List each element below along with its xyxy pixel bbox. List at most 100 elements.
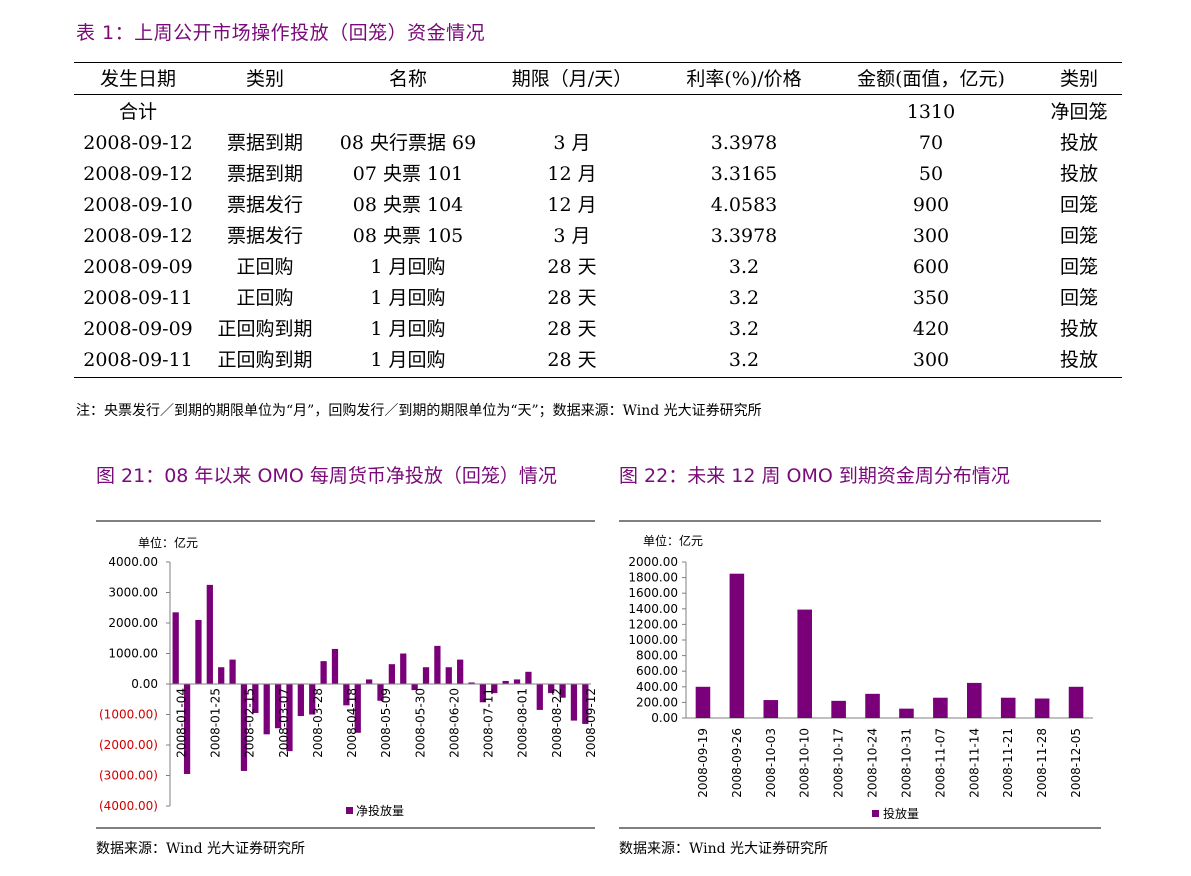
table-cell: 28 天 <box>547 287 597 309</box>
bar <box>831 700 846 718</box>
bar <box>388 664 396 684</box>
bar <box>309 684 316 715</box>
table-cell: 08 央票 105 <box>352 225 464 247</box>
table-cell: 正回购 <box>236 287 294 309</box>
bar <box>729 573 745 718</box>
table-cell: 2008-09-11 <box>83 349 193 371</box>
x-tick-label: 2008-03-07 <box>277 688 291 758</box>
table-cell: 正回购到期 <box>217 349 313 371</box>
y-tick-label: 600.00 <box>636 664 678 678</box>
table-cell: 3 月 <box>553 225 591 247</box>
bar <box>445 667 452 684</box>
bar <box>354 684 361 733</box>
table-cell: 票据发行 <box>226 225 304 247</box>
y-tick-label: (1000.00) <box>99 708 158 722</box>
y-tick-label: 400.00 <box>636 680 678 694</box>
bar <box>933 697 948 718</box>
bar <box>513 679 521 684</box>
table-total-type: 净回笼 <box>1050 101 1108 123</box>
bar <box>263 684 270 735</box>
bar <box>1068 686 1084 718</box>
table-cell: 08 央行票据 69 <box>339 132 477 154</box>
x-tick-label: 2008-05-09 <box>379 688 393 758</box>
table-cell: 1 月回购 <box>370 256 446 278</box>
unit-label: 单位：亿元 <box>138 535 198 550</box>
x-tick-label: 2008-11-07 <box>933 728 947 798</box>
bar <box>763 700 779 718</box>
bar <box>422 667 430 684</box>
table-cell: 回笼 <box>1059 287 1099 309</box>
y-tick-label: 200.00 <box>636 695 678 709</box>
bar <box>377 684 384 701</box>
table-cell: 3.3978 <box>710 132 778 154</box>
bar <box>343 684 350 706</box>
table-total-amount: 1310 <box>906 101 956 123</box>
table-cell: 3.2 <box>728 287 760 309</box>
x-tick-label: 2008-09-26 <box>730 728 744 798</box>
bar <box>559 684 566 698</box>
table-cell: 07 央票 101 <box>352 163 464 185</box>
y-tick-label: (4000.00) <box>99 799 158 813</box>
table-cell: 3.3165 <box>710 163 778 185</box>
bar <box>195 619 202 684</box>
table-cell: 3 月 <box>553 132 591 154</box>
legend-swatch <box>346 807 353 814</box>
y-tick-label: 2000.00 <box>108 616 158 630</box>
table-header-cell: 利率(%)/价格 <box>686 68 802 90</box>
table-cell: 2008-09-10 <box>83 194 193 216</box>
bar <box>1034 698 1050 718</box>
y-tick-label: 0.00 <box>131 677 158 691</box>
bar <box>1000 697 1016 718</box>
y-tick-label: 800.00 <box>636 649 678 663</box>
x-tick-label: 2008-01-04 <box>174 688 188 758</box>
bar <box>865 693 880 718</box>
table-cell: 投放 <box>1059 349 1099 371</box>
table-cell: 2008-09-12 <box>83 132 193 154</box>
bar <box>434 645 441 684</box>
bar <box>457 659 464 684</box>
table-cell: 回笼 <box>1059 256 1099 278</box>
figure-22-title: 图 22：未来 12 周 OMO 到期资金周分布情况 <box>619 465 1010 487</box>
figure-22-source: 数据来源：Wind 光大证券研究所 <box>619 841 829 857</box>
bar <box>252 684 259 713</box>
bar <box>411 684 418 691</box>
table-header-cell: 期限（月/天） <box>511 68 633 90</box>
bar <box>695 686 711 718</box>
table-cell: 2008-09-12 <box>83 163 193 185</box>
legend-swatch <box>872 810 879 817</box>
table-cell: 3.2 <box>728 256 760 278</box>
x-tick-label: 2008-10-17 <box>832 728 846 798</box>
bar <box>218 667 225 684</box>
x-tick-label: 2008-06-20 <box>447 688 461 758</box>
y-tick-label: 1000.00 <box>108 647 158 661</box>
x-tick-label: 2008-07-11 <box>482 688 496 758</box>
bar <box>274 684 282 729</box>
y-tick-label: 1800.00 <box>628 571 678 585</box>
table-cell: 2008-09-12 <box>83 225 193 247</box>
y-tick-label: 1600.00 <box>628 586 678 600</box>
table-cell: 1 月回购 <box>370 349 446 371</box>
table-cell: 28 天 <box>547 349 597 371</box>
figure-21-title: 图 21：08 年以来 OMO 每周货币净投放（回笼）情况 <box>96 465 557 487</box>
table-note: 注：央票发行／到期的期限单位为“月”，回购发行／到期的期限单位为“天”；数据来源… <box>76 403 762 419</box>
table-cell: 12 月 <box>547 194 597 216</box>
table-total-label: 合计 <box>118 101 158 123</box>
bar <box>240 684 248 771</box>
y-tick-label: 1400.00 <box>628 602 678 616</box>
legend-label: 净投放量 <box>356 803 404 818</box>
bar <box>183 684 191 774</box>
bar <box>479 684 487 703</box>
bar <box>468 682 475 684</box>
x-tick-label: 2008-08-22 <box>550 688 564 758</box>
table-cell: 70 <box>918 132 944 154</box>
bar <box>331 648 339 684</box>
bar <box>899 708 914 718</box>
y-tick-label: 3000.00 <box>108 586 158 600</box>
y-tick-label: 0.00 <box>651 711 678 725</box>
x-tick-label: 2008-10-10 <box>798 728 812 798</box>
y-tick-label: 2000.00 <box>628 555 678 569</box>
bar <box>525 671 532 684</box>
table-cell: 回笼 <box>1059 194 1099 216</box>
y-tick-label: (2000.00) <box>99 738 158 752</box>
bar <box>297 684 304 717</box>
